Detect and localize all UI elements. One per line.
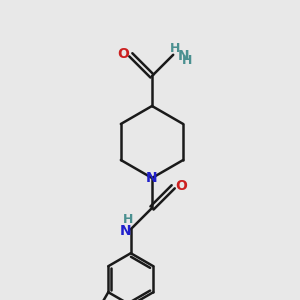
Text: O: O (117, 47, 129, 61)
Text: H: H (123, 213, 133, 226)
Text: O: O (175, 179, 187, 193)
Text: H: H (170, 42, 180, 55)
Text: N: N (146, 171, 158, 185)
Text: N: N (178, 49, 190, 63)
Text: N: N (120, 224, 132, 238)
Text: H: H (182, 54, 192, 67)
